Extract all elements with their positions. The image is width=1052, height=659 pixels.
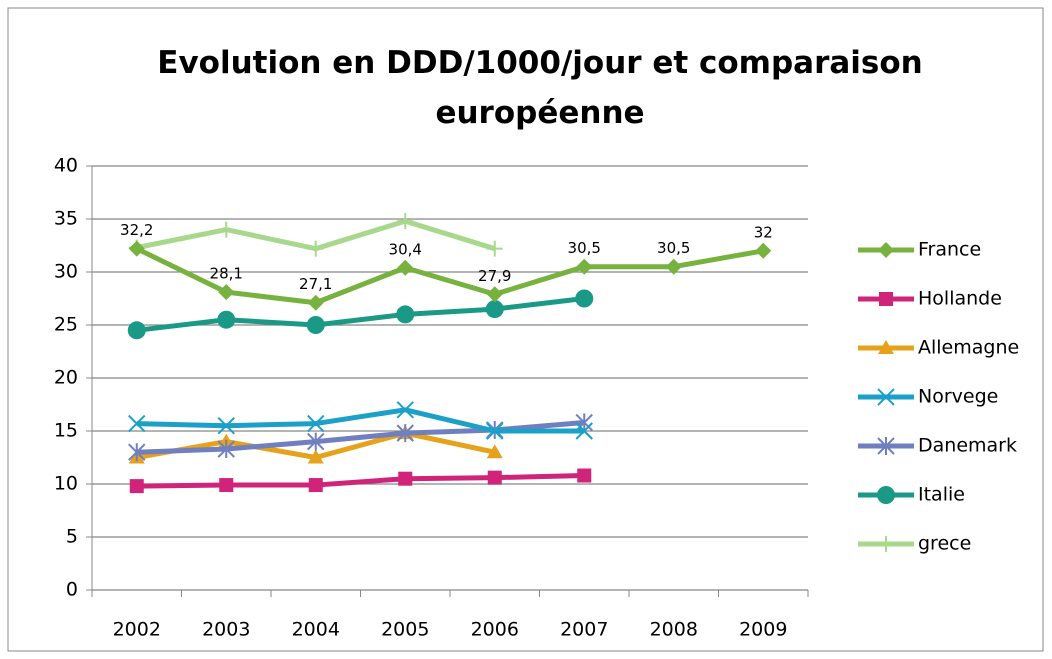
marker bbox=[308, 478, 323, 493]
marker bbox=[755, 242, 772, 259]
data-label: 30,5 bbox=[657, 239, 690, 257]
data-label: 32 bbox=[754, 223, 773, 241]
data-label: 27,9 bbox=[478, 267, 511, 285]
data-label: 32,2 bbox=[120, 221, 153, 239]
marker bbox=[129, 479, 144, 494]
marker bbox=[218, 284, 235, 301]
marker bbox=[486, 240, 503, 257]
legend-label: Allemagne bbox=[918, 337, 1019, 359]
marker bbox=[307, 432, 325, 451]
series-line bbox=[136, 473, 585, 489]
marker bbox=[575, 422, 593, 440]
legend-label: grece bbox=[918, 533, 971, 555]
legend-label: Norvege bbox=[918, 386, 998, 408]
marker bbox=[577, 468, 592, 483]
marker bbox=[877, 388, 895, 406]
x-tick-label: 2005 bbox=[381, 619, 429, 641]
legend-label: Hollande bbox=[918, 288, 1002, 310]
y-tick-label: 40 bbox=[54, 155, 78, 177]
marker bbox=[397, 259, 414, 276]
marker bbox=[576, 258, 593, 275]
marker bbox=[878, 242, 894, 258]
marker bbox=[877, 486, 895, 504]
x-tick-label: 2008 bbox=[650, 619, 698, 641]
marker bbox=[307, 294, 324, 311]
series-line bbox=[136, 296, 585, 333]
marker bbox=[485, 300, 504, 319]
x-tick-label: 2006 bbox=[471, 619, 519, 641]
legend-label: Danemark bbox=[918, 435, 1017, 457]
x-tick-label: 2002 bbox=[113, 619, 161, 641]
marker bbox=[486, 286, 503, 303]
marker bbox=[879, 292, 893, 306]
series bbox=[129, 468, 592, 494]
x-tick-label: 2009 bbox=[739, 619, 787, 641]
marker bbox=[397, 213, 414, 230]
marker bbox=[398, 471, 413, 486]
x-tick-label: 2003 bbox=[202, 619, 250, 641]
marker bbox=[487, 470, 502, 485]
y-tick-label: 35 bbox=[54, 208, 78, 230]
y-tick-label: 20 bbox=[54, 367, 78, 389]
series-line bbox=[135, 246, 764, 306]
marker bbox=[396, 401, 414, 419]
marker bbox=[307, 449, 324, 464]
y-tick-label: 10 bbox=[54, 473, 78, 495]
marker bbox=[877, 437, 895, 455]
marker bbox=[575, 289, 594, 308]
marker bbox=[218, 221, 235, 238]
marker bbox=[128, 240, 145, 257]
marker bbox=[307, 414, 325, 433]
series-line bbox=[136, 407, 585, 434]
marker bbox=[306, 316, 325, 334]
marker bbox=[219, 478, 234, 493]
marker bbox=[128, 443, 146, 462]
marker bbox=[878, 536, 894, 552]
data-label: 27,1 bbox=[299, 275, 332, 293]
y-tick-label: 15 bbox=[54, 420, 78, 442]
y-tick-label: 30 bbox=[54, 261, 78, 283]
marker bbox=[486, 422, 504, 440]
marker bbox=[128, 414, 146, 433]
series: 32,2 28,1 27,1 30,4 27,9 30,5 30,5 32 bbox=[120, 221, 773, 311]
y-tick-label: 0 bbox=[66, 579, 78, 601]
marker bbox=[665, 258, 682, 275]
data-label: 28,1 bbox=[210, 265, 243, 283]
y-tick-label: 5 bbox=[66, 526, 78, 548]
data-label: 30,4 bbox=[389, 240, 422, 258]
marker bbox=[486, 444, 503, 459]
marker bbox=[217, 416, 235, 435]
marker bbox=[217, 440, 235, 459]
chart-title: Evolution en DDD/1000/jour et comparaiso… bbox=[157, 45, 923, 131]
series bbox=[128, 401, 593, 440]
marker bbox=[396, 424, 414, 443]
y-tick-label: 25 bbox=[54, 314, 78, 336]
marker bbox=[307, 240, 324, 257]
series bbox=[127, 289, 594, 340]
legend-label: France bbox=[918, 239, 981, 261]
marker bbox=[878, 340, 894, 354]
marker bbox=[217, 310, 236, 329]
x-tick-label: 2007 bbox=[560, 619, 608, 641]
legend-label: Italie bbox=[918, 484, 965, 506]
marker bbox=[396, 305, 415, 324]
marker bbox=[127, 321, 146, 340]
data-label: 30,5 bbox=[568, 239, 601, 257]
x-tick-label: 2004 bbox=[292, 619, 340, 641]
